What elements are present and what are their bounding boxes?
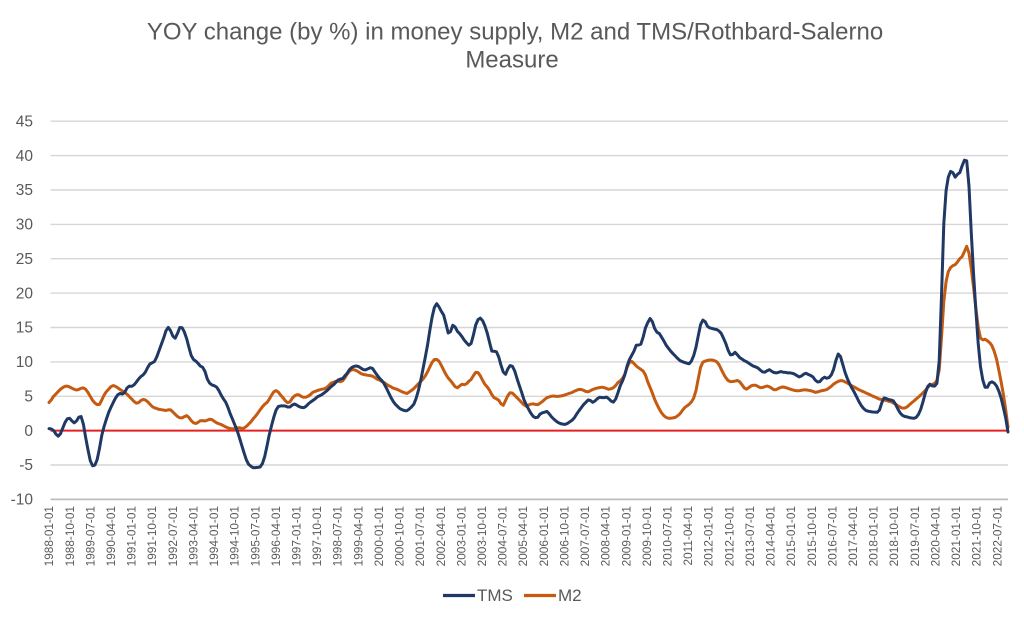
svg-text:2000-01-01: 2000-01-01 (372, 506, 386, 566)
svg-text:1988-10-01: 1988-10-01 (63, 506, 77, 566)
svg-text:2018-01-01: 2018-01-01 (867, 506, 881, 566)
svg-text:2010-07-01: 2010-07-01 (661, 506, 675, 566)
svg-text:2015-10-01: 2015-10-01 (805, 506, 819, 566)
svg-text:2001-07-01: 2001-07-01 (413, 506, 427, 566)
svg-text:1999-04-01: 1999-04-01 (351, 506, 365, 566)
svg-text:2003-10-01: 2003-10-01 (475, 506, 489, 566)
svg-text:40: 40 (16, 148, 34, 165)
svg-text:2007-07-01: 2007-07-01 (578, 506, 592, 566)
svg-text:1998-07-01: 1998-07-01 (331, 506, 345, 566)
svg-text:2020-04-01: 2020-04-01 (928, 506, 942, 566)
svg-text:2002-04-01: 2002-04-01 (434, 506, 448, 566)
svg-text:1997-01-01: 1997-01-01 (290, 506, 304, 566)
svg-text:2011-04-01: 2011-04-01 (681, 506, 695, 565)
svg-text:30: 30 (16, 217, 34, 234)
svg-text:1988-01-01: 1988-01-01 (42, 506, 56, 566)
svg-text:1990-04-01: 1990-04-01 (104, 506, 118, 566)
svg-text:2013-07-01: 2013-07-01 (743, 506, 757, 566)
svg-text:Measure: Measure (465, 47, 558, 74)
svg-text:2021-10-01: 2021-10-01 (970, 506, 984, 566)
svg-text:1997-10-01: 1997-10-01 (310, 506, 324, 566)
svg-text:2021-01-01: 2021-01-01 (949, 506, 963, 566)
svg-text:2022-07-01: 2022-07-01 (990, 506, 1004, 566)
svg-text:1989-07-01: 1989-07-01 (83, 506, 97, 566)
svg-text:2009-01-01: 2009-01-01 (619, 506, 633, 566)
svg-text:2014-04-01: 2014-04-01 (764, 506, 778, 566)
svg-text:5: 5 (24, 389, 33, 406)
svg-text:2006-10-01: 2006-10-01 (558, 506, 572, 566)
svg-text:2000-10-01: 2000-10-01 (393, 506, 407, 566)
svg-text:1991-01-01: 1991-01-01 (125, 506, 139, 566)
svg-text:10: 10 (16, 354, 34, 371)
svg-text:-5: -5 (19, 457, 33, 474)
svg-text:2005-04-01: 2005-04-01 (516, 506, 530, 566)
svg-text:1992-07-01: 1992-07-01 (166, 506, 180, 566)
svg-text:2019-07-01: 2019-07-01 (908, 506, 922, 566)
svg-text:35: 35 (16, 182, 33, 199)
svg-text:2012-10-01: 2012-10-01 (722, 506, 736, 566)
svg-text:M2: M2 (558, 586, 582, 605)
svg-text:2009-10-01: 2009-10-01 (640, 506, 654, 566)
svg-text:1993-04-01: 1993-04-01 (187, 506, 201, 566)
svg-text:20: 20 (16, 285, 34, 302)
svg-text:2008-04-01: 2008-04-01 (599, 506, 613, 566)
svg-text:2004-07-01: 2004-07-01 (496, 506, 510, 566)
svg-text:15: 15 (16, 320, 33, 337)
svg-text:1994-10-01: 1994-10-01 (228, 506, 242, 566)
svg-text:2012-01-01: 2012-01-01 (702, 506, 716, 566)
svg-text:2015-01-01: 2015-01-01 (784, 506, 798, 566)
svg-text:0: 0 (24, 423, 33, 440)
svg-text:45: 45 (16, 113, 33, 130)
svg-text:2006-01-01: 2006-01-01 (537, 506, 551, 566)
svg-text:25: 25 (16, 251, 33, 268)
svg-text:TMS: TMS (477, 586, 513, 605)
svg-text:YOY change (by %) in money sup: YOY change (by %) in money supply, M2 an… (147, 19, 883, 46)
svg-text:1996-04-01: 1996-04-01 (269, 506, 283, 566)
svg-text:1991-10-01: 1991-10-01 (145, 506, 159, 566)
svg-text:2003-01-01: 2003-01-01 (454, 506, 468, 566)
svg-text:2018-10-01: 2018-10-01 (887, 506, 901, 566)
svg-text:1995-07-01: 1995-07-01 (248, 506, 262, 566)
svg-text:2016-07-01: 2016-07-01 (825, 506, 839, 566)
svg-text:-10: -10 (11, 492, 34, 509)
svg-text:2017-04-01: 2017-04-01 (846, 506, 860, 566)
svg-text:1994-01-01: 1994-01-01 (207, 506, 221, 566)
